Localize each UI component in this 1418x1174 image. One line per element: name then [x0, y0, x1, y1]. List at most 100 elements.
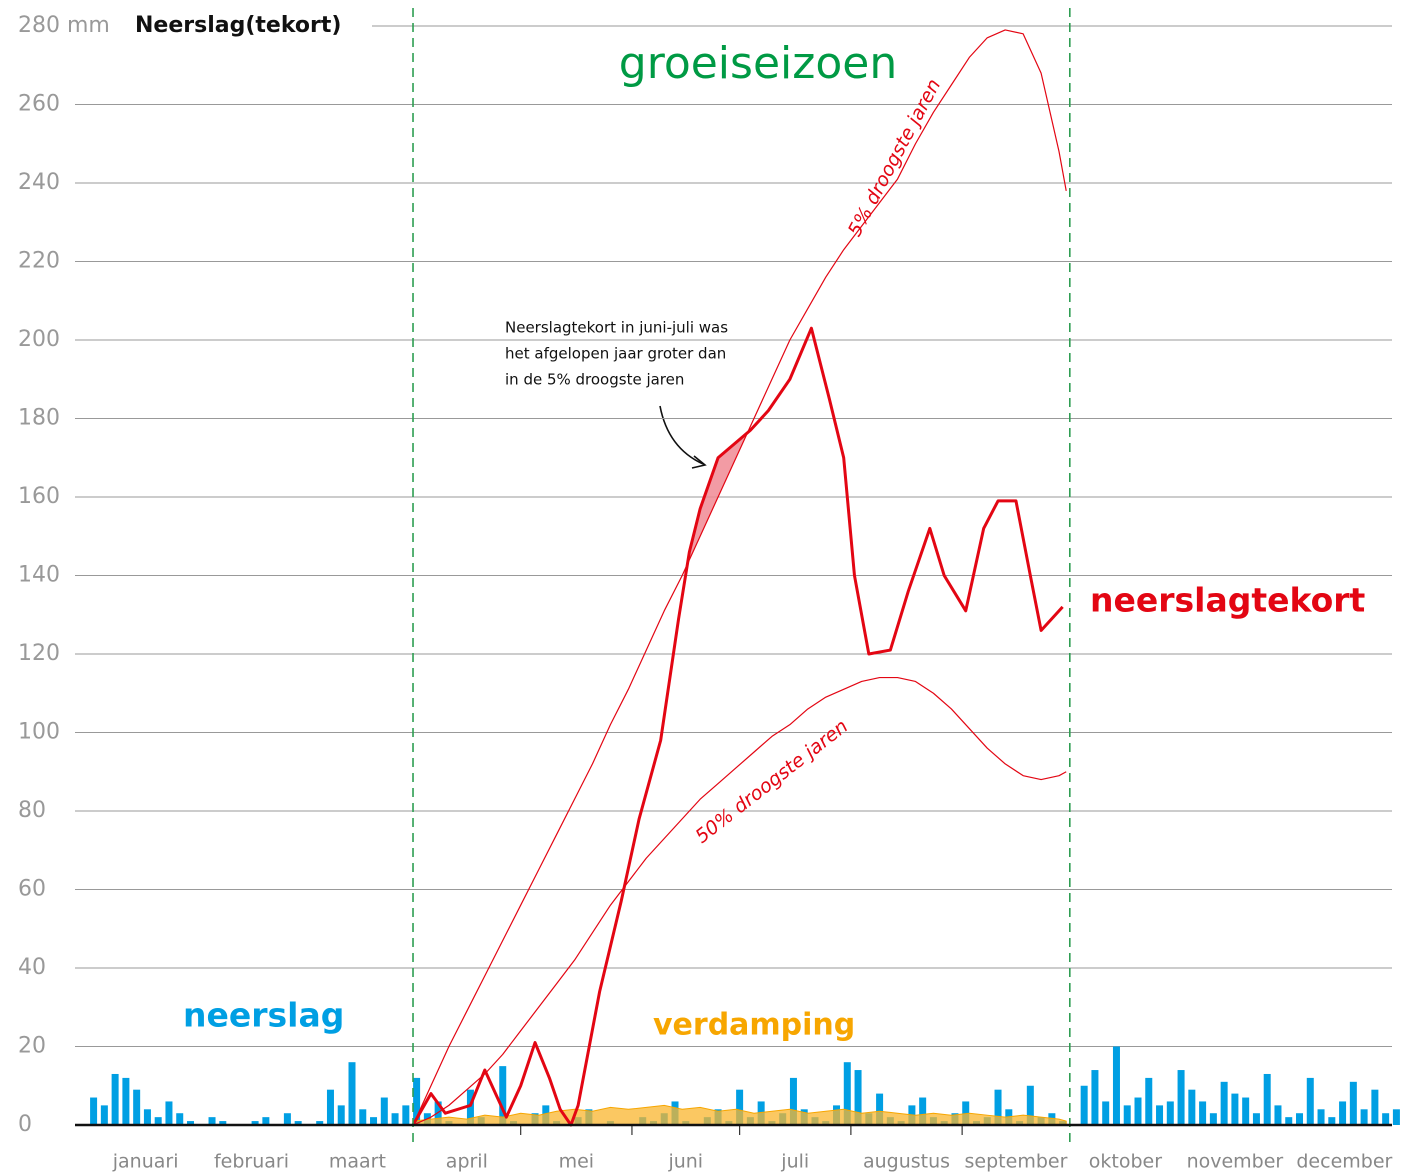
bar: [1199, 1101, 1207, 1125]
bar: [337, 1105, 345, 1125]
bar: [1306, 1077, 1314, 1125]
bar: [1220, 1081, 1228, 1125]
bar: [154, 1117, 162, 1125]
bar: [789, 1077, 797, 1125]
bar: [326, 1089, 334, 1125]
series-label: verdamping: [653, 1008, 855, 1043]
bar: [1188, 1089, 1196, 1125]
y-tick-label: 60: [18, 877, 46, 902]
x-tick-label: april: [446, 1151, 488, 1173]
y-tick-label: 260: [18, 92, 60, 117]
bar: [380, 1097, 388, 1125]
x-tick-label: augustus: [863, 1151, 950, 1173]
bar: [1123, 1105, 1131, 1125]
series-label: neerslagtekort: [1090, 581, 1366, 620]
series-label: neerslag: [183, 996, 344, 1035]
bar: [1382, 1113, 1390, 1125]
bar: [100, 1105, 108, 1125]
bar: [316, 1121, 324, 1125]
bar: [1091, 1070, 1099, 1125]
series-label: 5% droogste jaren: [844, 75, 946, 240]
bar: [1371, 1089, 1379, 1125]
bar: [843, 1062, 851, 1125]
y-tick-label: 160: [18, 484, 60, 509]
bar: [1285, 1117, 1293, 1125]
exceedance-area: [413, 29, 1063, 1125]
y-tick-label: 140: [18, 563, 60, 588]
callout-line: het afgelopen jaar groter dan: [505, 345, 726, 363]
bar: [1134, 1097, 1142, 1125]
season-label: groeiseizoen: [619, 38, 897, 89]
bar: [402, 1105, 410, 1125]
line: [412, 29, 1067, 1126]
bar: [122, 1077, 130, 1125]
y-tick-label: 120: [18, 641, 60, 666]
x-tick-label: december: [1296, 1151, 1392, 1173]
bar: [466, 1089, 474, 1125]
y-tick-label: 200: [18, 327, 60, 352]
bar: [1328, 1117, 1336, 1125]
bar: [1392, 1109, 1400, 1125]
bar: [1156, 1105, 1164, 1125]
bar: [359, 1109, 367, 1125]
bar: [1080, 1085, 1088, 1125]
y-tick-label: 0: [18, 1112, 32, 1137]
y-tick-label: 220: [18, 249, 60, 274]
bar: [434, 1101, 442, 1125]
x-tick-label: januari: [112, 1151, 179, 1173]
bar: [413, 1077, 421, 1125]
x-tick-label: mei: [559, 1151, 594, 1173]
bar: [1177, 1070, 1185, 1125]
bar: [1026, 1085, 1034, 1125]
callout-arrow: [659, 405, 704, 465]
line: [411, 326, 1064, 1127]
y-tick-label: 100: [18, 720, 60, 745]
bar: [1317, 1109, 1325, 1125]
chart-title: Neerslag(tekort): [135, 13, 341, 38]
bar: [1166, 1101, 1174, 1125]
y-tick-label: 180: [18, 406, 60, 431]
callout-line: in de 5% droogste jaren: [505, 371, 684, 389]
x-tick-label: september: [965, 1151, 1068, 1173]
x-tick-label: februari: [214, 1151, 289, 1173]
y-tick-label: 280 mm: [18, 13, 110, 38]
bar: [876, 1093, 884, 1125]
bar: [176, 1113, 184, 1125]
bar: [143, 1109, 151, 1125]
bar: [1349, 1081, 1357, 1125]
bar: [165, 1101, 173, 1125]
x-tick-label: oktober: [1089, 1151, 1162, 1173]
bar: [391, 1113, 399, 1125]
bar: [294, 1121, 302, 1125]
series-label: 50% droogste jaren: [691, 715, 852, 847]
bar: [1231, 1093, 1239, 1125]
bar: [854, 1070, 862, 1125]
x-tick-label: juni: [667, 1151, 703, 1173]
bar: [1112, 1046, 1120, 1125]
bar: [208, 1117, 216, 1125]
x-tick-label: juli: [780, 1151, 809, 1173]
bar: [1145, 1077, 1153, 1125]
bar: [219, 1121, 227, 1125]
line: [412, 676, 1067, 1126]
bar: [994, 1089, 1002, 1125]
bar: [1242, 1097, 1250, 1125]
bar: [111, 1073, 119, 1125]
y-tick-label: 240: [18, 170, 60, 195]
bar: [262, 1117, 270, 1125]
y-tick-label: 40: [18, 955, 46, 980]
bar: [133, 1089, 141, 1125]
x-tick-label: november: [1187, 1151, 1284, 1173]
bar: [919, 1097, 927, 1125]
callout-line: Neerslagtekort in juni-juli was: [505, 319, 728, 337]
bar: [90, 1097, 98, 1125]
bar: [186, 1121, 194, 1125]
bar: [1209, 1113, 1217, 1125]
bar: [1274, 1105, 1282, 1125]
bar: [1263, 1073, 1271, 1125]
bar: [283, 1113, 291, 1125]
bar: [1339, 1101, 1347, 1125]
bar: [251, 1121, 259, 1125]
bar: [1102, 1101, 1110, 1125]
